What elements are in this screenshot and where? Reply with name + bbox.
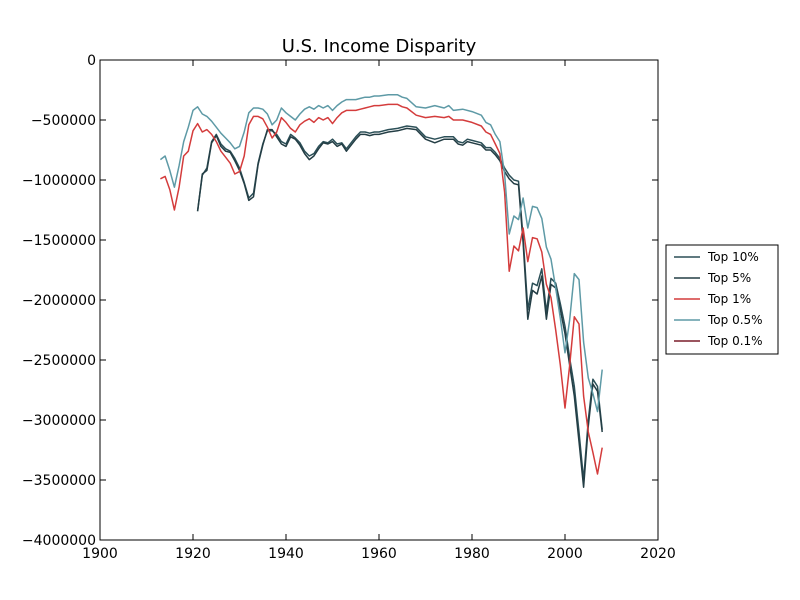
- x-tick-label: 1980: [454, 546, 490, 562]
- x-axis: 1900 1920 1940 1960 1980 2000 2020: [82, 60, 676, 562]
- x-tick-label: 2020: [640, 546, 676, 562]
- y-tick-label: −3000000: [22, 413, 96, 429]
- x-tick-label: 1900: [82, 546, 118, 562]
- series-line-0: [196, 125, 603, 481]
- x-tick-label: 1960: [361, 546, 397, 562]
- series-line-3: [159, 94, 603, 413]
- y-tick-label: −2500000: [22, 353, 96, 369]
- series-line-1: [196, 127, 603, 488]
- legend-label: Top 5%: [707, 271, 751, 285]
- y-tick-label: 0: [87, 53, 96, 69]
- y-tick-label: −3500000: [22, 473, 96, 489]
- legend-label: Top 0.1%: [707, 334, 763, 348]
- y-tick-label: −1000000: [22, 173, 96, 189]
- x-tick-label: 2000: [547, 546, 583, 562]
- legend-label: Top 0.5%: [707, 313, 763, 327]
- y-tick-label: −2000000: [22, 293, 96, 309]
- series-line-2: [160, 103, 603, 475]
- legend-label: Top 1%: [707, 292, 751, 306]
- x-tick-label: 1940: [268, 546, 304, 562]
- chart-title: U.S. Income Disparity: [282, 36, 477, 57]
- x-tick-label: 1920: [175, 546, 211, 562]
- series-layer: [159, 94, 603, 488]
- y-tick-label: −500000: [31, 113, 96, 129]
- y-tick-label: −1500000: [22, 233, 96, 249]
- legend: Top 10% Top 5% Top 1% Top 0.5% Top 0.1%: [665, 244, 779, 355]
- legend-label: Top 10%: [707, 250, 759, 264]
- y-axis: 0 −500000 −1000000 −1500000 −2000000 −2500000…: [22, 53, 658, 549]
- y-tick-label: −4000000: [22, 533, 96, 549]
